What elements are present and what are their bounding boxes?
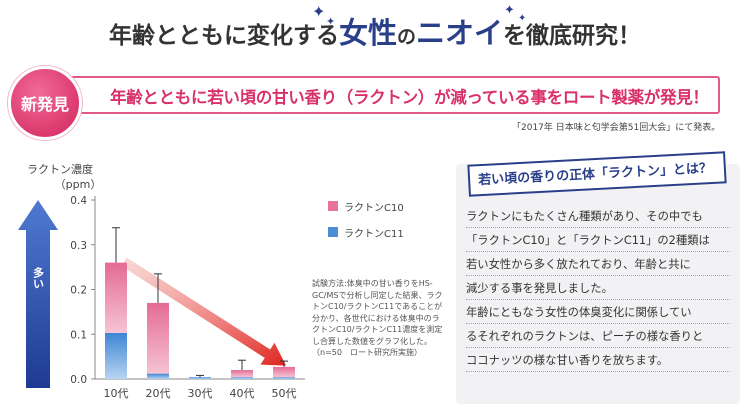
lactone-concentration-chart: 多い ラクトン濃度 （ppm） 0.0 0.1 0.2 0.3 0.4 10代 20代 30代 40代…: [18, 162, 305, 400]
bar-c11: [273, 377, 295, 379]
info-line: 「ラクトンC10」と「ラクトンC11」の2種類は: [466, 230, 730, 252]
legend-label-c10: ラクトンC10: [344, 203, 404, 214]
headline: 年齢とともに変化する女性のニオイを徹底研究！: [0, 10, 750, 52]
info-body: ラクトンにもたくさん種類があり、その中でも 「ラクトンC10」と「ラクトンC11…: [466, 206, 730, 374]
y-tick-label: 0.3: [70, 240, 87, 252]
new-discovery-badge: 新発見: [8, 66, 82, 140]
y-axis-unit: （ppm）: [55, 178, 102, 191]
sparkle-icon: ✦: [518, 13, 527, 24]
legend-label-c11: ラクトンC11: [344, 229, 404, 240]
info-line: るそれぞれのラクトンは、ピーチの様な香りと: [466, 326, 730, 348]
headline-part2: を徹底研究！: [503, 22, 642, 49]
y-tick-label: 0.4: [70, 195, 87, 207]
y-tick-label: 0.2: [70, 285, 87, 297]
y-tick-label: 0.0: [70, 374, 87, 386]
y-axis-label: ラクトン濃度: [27, 162, 93, 176]
more-arrow-icon: [18, 200, 58, 388]
bar-c11: [231, 377, 253, 379]
x-tick-label: 50代: [272, 387, 297, 400]
headline-accent-women: 女性: [338, 16, 397, 50]
x-tick-label: 10代: [104, 387, 129, 400]
sparkle-icon: ✦: [312, 2, 326, 21]
bar-c11: [147, 373, 169, 379]
headline-accent-odor: ニオイ: [416, 16, 504, 50]
method-note: 試験方法:体臭中の甘い香りをHS-GC/MSで分析し同定した結果、ラクトンC10…: [312, 279, 443, 357]
y-tick-label: 0.1: [70, 329, 87, 341]
info-line: ラクトンにもたくさん種類があり、その中でも: [466, 206, 730, 228]
sparkle-icon: ✦: [504, 3, 515, 18]
x-tick-label: 20代: [146, 387, 171, 400]
info-line: 若い女性から多く放たれており、年齢と共に: [466, 254, 730, 276]
more-arrow-label: 多い: [32, 266, 45, 289]
source-citation: 「2017年 日本味と匂学会第51回大会」にて発表。: [512, 123, 721, 133]
info-line: ココナッツの様な甘い香りを放ちます。: [466, 350, 730, 372]
bar-c10: [273, 366, 295, 378]
trend-arrow: [121, 257, 286, 366]
legend-swatch-c10: [328, 201, 338, 211]
bar-c10: [231, 370, 253, 378]
headline-part1: 年齢とともに変化する: [108, 22, 339, 49]
x-tick-label: 30代: [188, 387, 213, 400]
bar-c10: [105, 262, 127, 333]
headline-particle: の: [396, 26, 416, 48]
info-box: [456, 164, 740, 404]
bar-c11: [105, 332, 127, 379]
banner-text: 年齢とともに若い頃の甘い香り（ラクトン）が減っている事をロート製薬が発見！: [110, 88, 709, 107]
x-tick-label: 40代: [230, 387, 255, 400]
legend-swatch-c11: [328, 227, 338, 237]
info-line: 減少する事を発見しました。: [466, 278, 730, 300]
bar-c11: [189, 377, 211, 379]
discovery-banner: 年齢とともに若い頃の甘い香り（ラクトン）が減っている事をロート製薬が発見！: [52, 76, 720, 114]
bar-c10: [147, 302, 169, 374]
info-line: 年齢にともなう女性の体臭変化に関係してい: [466, 302, 730, 324]
sparkle-icon: ✦: [326, 15, 336, 28]
